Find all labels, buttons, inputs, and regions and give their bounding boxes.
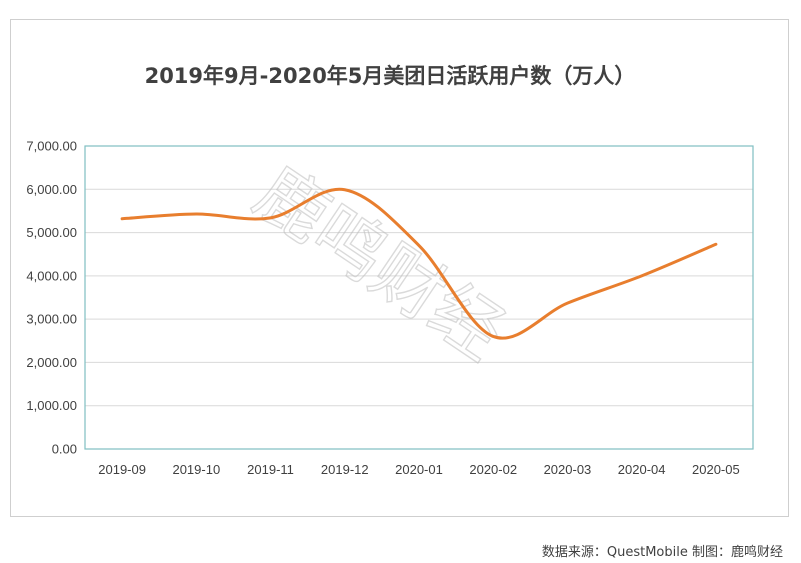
y-tick-label: 1,000.00: [26, 398, 77, 413]
series-layer: [120, 187, 718, 340]
y-tick-label: 2,000.00: [26, 355, 77, 370]
y-tick-label: 0.00: [52, 442, 77, 457]
source-note: 数据来源：QuestMobile 制图：鹿鸣财经: [541, 545, 783, 560]
x-tick-label: 2020-02: [469, 462, 517, 477]
y-tick-label: 5,000.00: [26, 225, 77, 240]
x-tick-label: 2019-09: [98, 462, 146, 477]
chart-frame: [10, 19, 789, 517]
x-tick-label: 2020-04: [618, 462, 666, 477]
x-tick-label: 2019-10: [172, 462, 220, 477]
y-tick-label: 7,000.00: [26, 139, 77, 154]
y-tick-label: 4,000.00: [26, 268, 77, 283]
series-line: [120, 187, 718, 340]
y-axis: 0.00 1,000.00 2,000.00 3,000.00 4,000.00 5,00…: [26, 139, 77, 457]
y-tick-label: 6,000.00: [26, 182, 77, 197]
x-tick-label: 2020-03: [544, 462, 592, 477]
plot-area: [84, 145, 754, 450]
watermark: 鹿鸣财经: [240, 151, 518, 376]
y-tick-label: 3,000.00: [26, 312, 77, 327]
chart-title: 2019年9月-2020年5月美团日活跃用户数（万人）: [144, 64, 636, 88]
x-tick-label: 2019-12: [321, 462, 369, 477]
x-tick-label: 2020-05: [692, 462, 740, 477]
x-tick-label: 2020-01: [395, 462, 443, 477]
x-axis: 2019-09 2019-10 2019-11 2019-12 2020-01 2020-…: [98, 462, 739, 477]
x-tick-label: 2019-11: [247, 462, 294, 477]
